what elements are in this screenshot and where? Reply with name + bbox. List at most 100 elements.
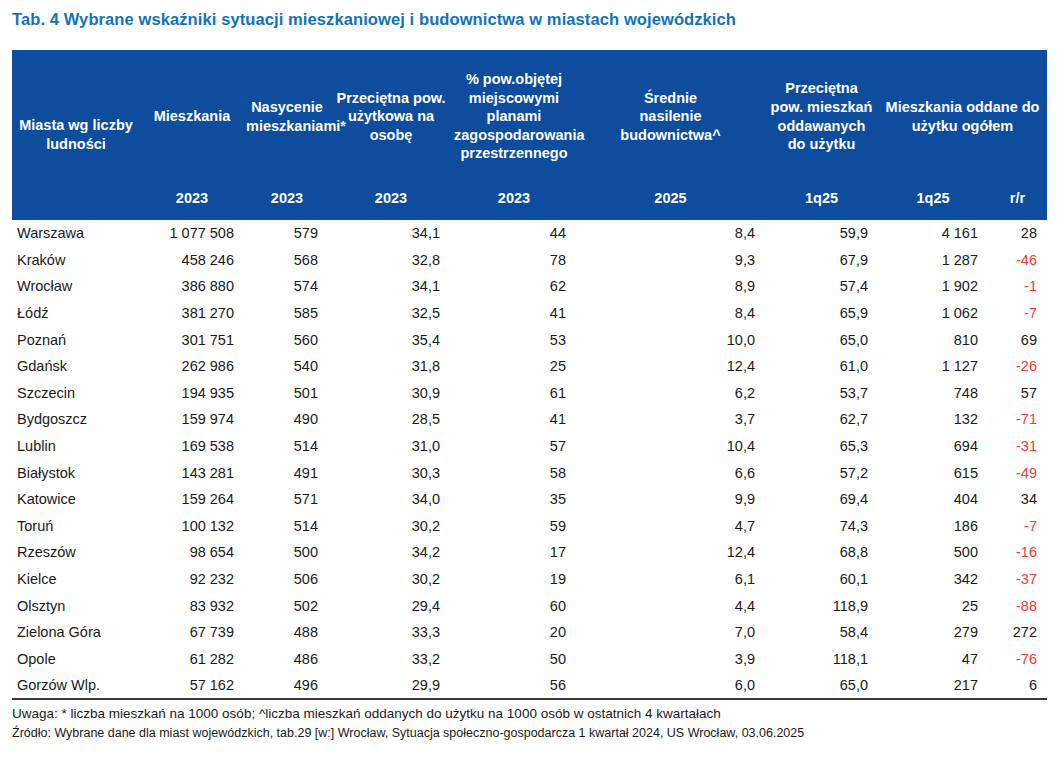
city-cell: Szczecin: [12, 380, 140, 407]
value-cell: -7: [988, 300, 1047, 327]
note-uwaga: Uwaga: * liczba mieszkań na 1000 osób; ^…: [12, 706, 1047, 721]
value-cell: 1 062: [878, 300, 988, 327]
city-cell: Gdańsk: [12, 353, 140, 380]
value-cell: -76: [988, 646, 1047, 673]
period-nasilenie: 2025: [576, 183, 765, 220]
value-cell: -71: [988, 406, 1047, 433]
value-cell: 9,9: [576, 486, 765, 513]
header-period-row: 2023 2023 2023 2023 2025 1q25 1q25 r/r: [12, 183, 1047, 220]
value-cell: 159 974: [140, 406, 244, 433]
value-cell: 17: [452, 539, 576, 566]
col-header-city: Miasta wg liczby ludności: [12, 50, 140, 220]
value-cell: 83 932: [140, 592, 244, 619]
value-cell: 169 538: [140, 433, 244, 460]
value-cell: 60,1: [765, 566, 878, 593]
table-row: Białystok143 28149130,3586,657,2615-49: [12, 459, 1047, 486]
city-cell: Lublin: [12, 433, 140, 460]
value-cell: 501: [244, 380, 330, 407]
value-cell: -1: [988, 273, 1047, 300]
col-header-pow-uzytkowa: Przeciętna pow. użytkowa na osobę: [330, 50, 452, 183]
city-cell: Warszawa: [12, 220, 140, 247]
period-nasycenie: 2023: [244, 183, 330, 220]
value-cell: 53,7: [765, 380, 878, 407]
city-cell: Rzeszów: [12, 539, 140, 566]
value-cell: 31,8: [330, 353, 452, 380]
value-cell: 159 264: [140, 486, 244, 513]
value-cell: 568: [244, 247, 330, 274]
value-cell: 4,7: [576, 513, 765, 540]
value-cell: 57: [452, 433, 576, 460]
col-header-nasilenie: Średnie nasilenie budownictwa^: [576, 50, 765, 183]
value-cell: 6: [988, 672, 1047, 699]
value-cell: 540: [244, 353, 330, 380]
value-cell: 31,0: [330, 433, 452, 460]
value-cell: 8,4: [576, 220, 765, 247]
value-cell: 9,3: [576, 247, 765, 274]
value-cell: 25: [878, 592, 988, 619]
table-row: Poznań301 75156035,45310,065,081069: [12, 326, 1047, 353]
value-cell: 32,5: [330, 300, 452, 327]
value-cell: 262 986: [140, 353, 244, 380]
value-cell: 381 270: [140, 300, 244, 327]
housing-indicators-table: Miasta wg liczby ludności Mieszkania Nas…: [12, 50, 1047, 700]
value-cell: 491: [244, 459, 330, 486]
value-cell: 386 880: [140, 273, 244, 300]
value-cell: 8,9: [576, 273, 765, 300]
value-cell: 67 739: [140, 619, 244, 646]
value-cell: 1 902: [878, 273, 988, 300]
period-mieszkania: 2023: [140, 183, 244, 220]
value-cell: 61,0: [765, 353, 878, 380]
value-cell: 143 281: [140, 459, 244, 486]
value-cell: 74,3: [765, 513, 878, 540]
value-cell: 6,6: [576, 459, 765, 486]
value-cell: 3,7: [576, 406, 765, 433]
value-cell: 56: [452, 672, 576, 699]
value-cell: 53: [452, 326, 576, 353]
value-cell: 69: [988, 326, 1047, 353]
value-cell: 65,0: [765, 672, 878, 699]
table-row: Wrocław386 88057434,1628,957,41 902-1: [12, 273, 1047, 300]
table-row: Gdańsk262 98654031,82512,461,01 127-26: [12, 353, 1047, 380]
value-cell: 57: [988, 380, 1047, 407]
value-cell: 44: [452, 220, 576, 247]
value-cell: 12,4: [576, 353, 765, 380]
city-cell: Olsztyn: [12, 592, 140, 619]
value-cell: 1 077 508: [140, 220, 244, 247]
value-cell: 30,2: [330, 513, 452, 540]
value-cell: 34,1: [330, 220, 452, 247]
table-row: Katowice159 26457134,0359,969,440434: [12, 486, 1047, 513]
value-cell: 29,4: [330, 592, 452, 619]
value-cell: -7: [988, 513, 1047, 540]
value-cell: 59,9: [765, 220, 878, 247]
period-pow-uzytkowa: 2023: [330, 183, 452, 220]
note-source: Źródło: Wybrane dane dla miast wojewódzk…: [12, 726, 1047, 740]
table-body: Warszawa1 077 50857934,1448,459,94 16128…: [12, 220, 1047, 699]
value-cell: 6,2: [576, 380, 765, 407]
value-cell: 32,8: [330, 247, 452, 274]
value-cell: 33,3: [330, 619, 452, 646]
value-cell: 61: [452, 380, 576, 407]
city-cell: Kielce: [12, 566, 140, 593]
value-cell: 34: [988, 486, 1047, 513]
table-row: Toruń100 13251430,2594,774,3186-7: [12, 513, 1047, 540]
value-cell: 4,4: [576, 592, 765, 619]
value-cell: 30,3: [330, 459, 452, 486]
value-cell: 4 161: [878, 220, 988, 247]
city-cell: Wrocław: [12, 273, 140, 300]
value-cell: 6,1: [576, 566, 765, 593]
table-header: Miasta wg liczby ludności Mieszkania Nas…: [12, 50, 1047, 220]
value-cell: 50: [452, 646, 576, 673]
city-cell: Katowice: [12, 486, 140, 513]
value-cell: 58: [452, 459, 576, 486]
value-cell: 217: [878, 672, 988, 699]
city-cell: Łódź: [12, 300, 140, 327]
value-cell: 748: [878, 380, 988, 407]
value-cell: 34,0: [330, 486, 452, 513]
value-cell: 810: [878, 326, 988, 353]
value-cell: 496: [244, 672, 330, 699]
value-cell: 25: [452, 353, 576, 380]
value-cell: -49: [988, 459, 1047, 486]
value-cell: 12,4: [576, 539, 765, 566]
value-cell: 57,2: [765, 459, 878, 486]
col-header-mieszkania: Mieszkania: [140, 50, 244, 183]
